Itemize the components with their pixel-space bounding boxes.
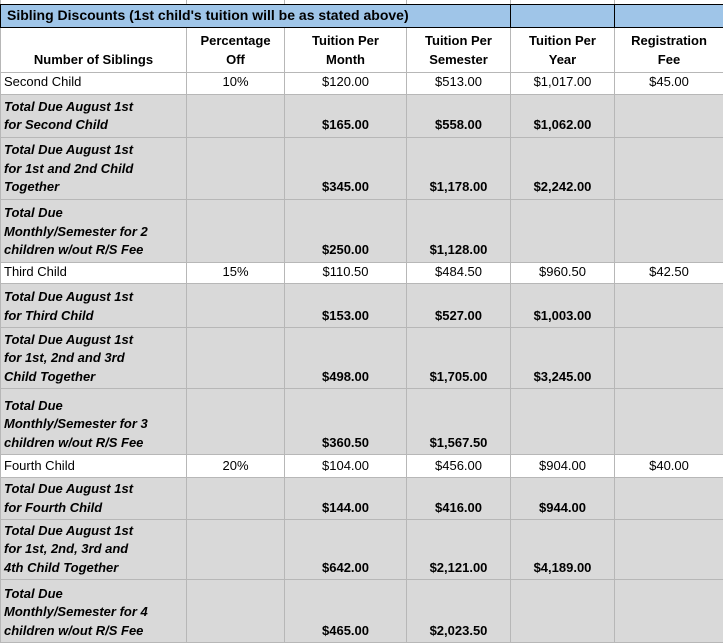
fee-value-cell[interactable]: [614, 327, 723, 390]
pct-value-cell[interactable]: 10%: [186, 72, 285, 95]
pct-value-cell[interactable]: [186, 93, 285, 138]
total-due-row: Total Due Monthly/Semester for 4 childre…: [0, 579, 723, 643]
semester-value-cell[interactable]: $2,121.00: [406, 519, 511, 581]
pct-value-cell[interactable]: [186, 283, 285, 329]
sibling-data-row: Fourth Child 20% $104.00 $456.00 $904.00 $40.…: [0, 454, 723, 479]
total-row-label-cell[interactable]: Total Due Monthly/Semester for 4 childre…: [0, 579, 187, 643]
month-value-cell[interactable]: $465.00: [284, 579, 407, 643]
fee-value-cell[interactable]: [614, 477, 723, 521]
total-row-label-cell[interactable]: Total Due August 1st for Fourth Child: [0, 477, 187, 521]
pct-value-cell[interactable]: [186, 198, 285, 263]
month-value-cell[interactable]: $250.00: [284, 198, 407, 263]
pct-value-cell[interactable]: [186, 388, 285, 456]
month-value-cell[interactable]: $153.00: [284, 283, 407, 329]
year-value-cell[interactable]: $1,062.00: [510, 93, 615, 138]
title-blank-cell[interactable]: [510, 3, 615, 29]
total-row-label-cell[interactable]: Total Due August 1st for 1st, 2nd, 3rd a…: [0, 519, 187, 581]
pct-value-cell[interactable]: 15%: [186, 261, 285, 285]
col-header-registration-fee[interactable]: Registration Fee: [614, 27, 723, 74]
pct-value-cell[interactable]: [186, 579, 285, 643]
col-header-number-of-siblings[interactable]: Number of Siblings: [0, 27, 187, 74]
total-row-label-cell[interactable]: Total Due August 1st for Third Child: [0, 283, 187, 329]
col-header-tuition-per-semester[interactable]: Tuition Per Semester: [406, 27, 511, 74]
semester-value-cell[interactable]: $527.00: [406, 283, 511, 329]
fee-value-cell[interactable]: [614, 283, 723, 329]
year-value-cell[interactable]: $960.50: [510, 261, 615, 285]
year-value-cell[interactable]: $944.00: [510, 477, 615, 521]
year-value-cell[interactable]: $4,189.00: [510, 519, 615, 581]
sibling-row-label-cell[interactable]: Third Child: [0, 261, 187, 285]
month-value-cell[interactable]: $642.00: [284, 519, 407, 581]
year-value-cell[interactable]: $3,245.00: [510, 327, 615, 390]
total-due-row: Total Due August 1st for Second Child $16…: [0, 93, 723, 138]
month-value-cell[interactable]: $144.00: [284, 477, 407, 521]
col-header-percentage-off[interactable]: Percentage Off: [186, 27, 285, 74]
sibling-data-row: Second Child 10% $120.00 $513.00 $1,017.00 $4…: [0, 72, 723, 95]
sibling-row-label-cell[interactable]: Second Child: [0, 72, 187, 95]
fee-value-cell[interactable]: [614, 388, 723, 456]
fee-value-cell[interactable]: [614, 93, 723, 138]
pct-value-cell[interactable]: [186, 519, 285, 581]
semester-value-cell[interactable]: $416.00: [406, 477, 511, 521]
year-value-cell[interactable]: $904.00: [510, 454, 615, 479]
partial-row: [0, 0, 723, 5]
fee-value-cell[interactable]: $40.00: [614, 454, 723, 479]
total-due-row: Total Due August 1st for 1st, 2nd and 3r…: [0, 327, 723, 390]
year-value-cell[interactable]: [510, 579, 615, 643]
total-row-label-cell[interactable]: Total Due Monthly/Semester for 3 childre…: [0, 388, 187, 456]
semester-value-cell[interactable]: $2,023.50: [406, 579, 511, 643]
pct-value-cell[interactable]: [186, 327, 285, 390]
semester-value-cell[interactable]: $1,567.50: [406, 388, 511, 456]
year-value-cell[interactable]: $2,242.00: [510, 136, 615, 200]
total-row-label-cell[interactable]: Total Due August 1st for Second Child: [0, 93, 187, 138]
semester-value-cell[interactable]: $456.00: [406, 454, 511, 479]
semester-value-cell[interactable]: $558.00: [406, 93, 511, 138]
semester-value-cell[interactable]: $513.00: [406, 72, 511, 95]
total-due-row: Total Due August 1st for Fourth Child $14…: [0, 477, 723, 521]
semester-value-cell[interactable]: $484.50: [406, 261, 511, 285]
fee-value-cell[interactable]: [614, 136, 723, 200]
total-due-row: Total Due August 1st for Third Child $153…: [0, 283, 723, 329]
title-blank-cell[interactable]: [614, 3, 723, 29]
semester-value-cell[interactable]: $1,128.00: [406, 198, 511, 263]
header-row: Number of Siblings Percentage Off Tuitio…: [0, 27, 723, 74]
month-value-cell[interactable]: $165.00: [284, 93, 407, 138]
month-value-cell[interactable]: $120.00: [284, 72, 407, 95]
col-header-tuition-per-month[interactable]: Tuition Per Month: [284, 27, 407, 74]
total-row-label-cell[interactable]: Total Due August 1st for 1st and 2nd Chi…: [0, 136, 187, 200]
month-value-cell[interactable]: $345.00: [284, 136, 407, 200]
table-title[interactable]: Sibling Discounts (1st child's tuition w…: [0, 3, 511, 29]
month-value-cell[interactable]: $104.00: [284, 454, 407, 479]
fee-value-cell[interactable]: [614, 579, 723, 643]
semester-value-cell[interactable]: $1,178.00: [406, 136, 511, 200]
total-due-row: Total Due Monthly/Semester for 2 childre…: [0, 198, 723, 263]
sibling-row-label-cell[interactable]: Fourth Child: [0, 454, 187, 479]
sibling-data-row: Third Child 15% $110.50 $484.50 $960.50 $42.5…: [0, 261, 723, 285]
year-value-cell[interactable]: [510, 388, 615, 456]
total-due-row: Total Due Monthly/Semester for 3 childre…: [0, 388, 723, 456]
year-value-cell[interactable]: [510, 198, 615, 263]
year-value-cell[interactable]: $1,003.00: [510, 283, 615, 329]
col-header-tuition-per-year[interactable]: Tuition Per Year: [510, 27, 615, 74]
month-value-cell[interactable]: $498.00: [284, 327, 407, 390]
month-value-cell[interactable]: $360.50: [284, 388, 407, 456]
title-row: Sibling Discounts (1st child's tuition w…: [0, 3, 723, 29]
year-value-cell[interactable]: $1,017.00: [510, 72, 615, 95]
fee-value-cell[interactable]: $42.50: [614, 261, 723, 285]
pct-value-cell[interactable]: [186, 136, 285, 200]
semester-value-cell[interactable]: $1,705.00: [406, 327, 511, 390]
total-due-row: Total Due August 1st for 1st and 2nd Chi…: [0, 136, 723, 200]
pct-value-cell[interactable]: [186, 477, 285, 521]
total-row-label-cell[interactable]: Total Due Monthly/Semester for 2 childre…: [0, 198, 187, 263]
fee-value-cell[interactable]: [614, 198, 723, 263]
total-row-label-cell[interactable]: Total Due August 1st for 1st, 2nd and 3r…: [0, 327, 187, 390]
total-due-row: Total Due August 1st for 1st, 2nd, 3rd a…: [0, 519, 723, 581]
fee-value-cell[interactable]: [614, 519, 723, 581]
month-value-cell[interactable]: $110.50: [284, 261, 407, 285]
fee-value-cell[interactable]: $45.00: [614, 72, 723, 95]
pct-value-cell[interactable]: 20%: [186, 454, 285, 479]
